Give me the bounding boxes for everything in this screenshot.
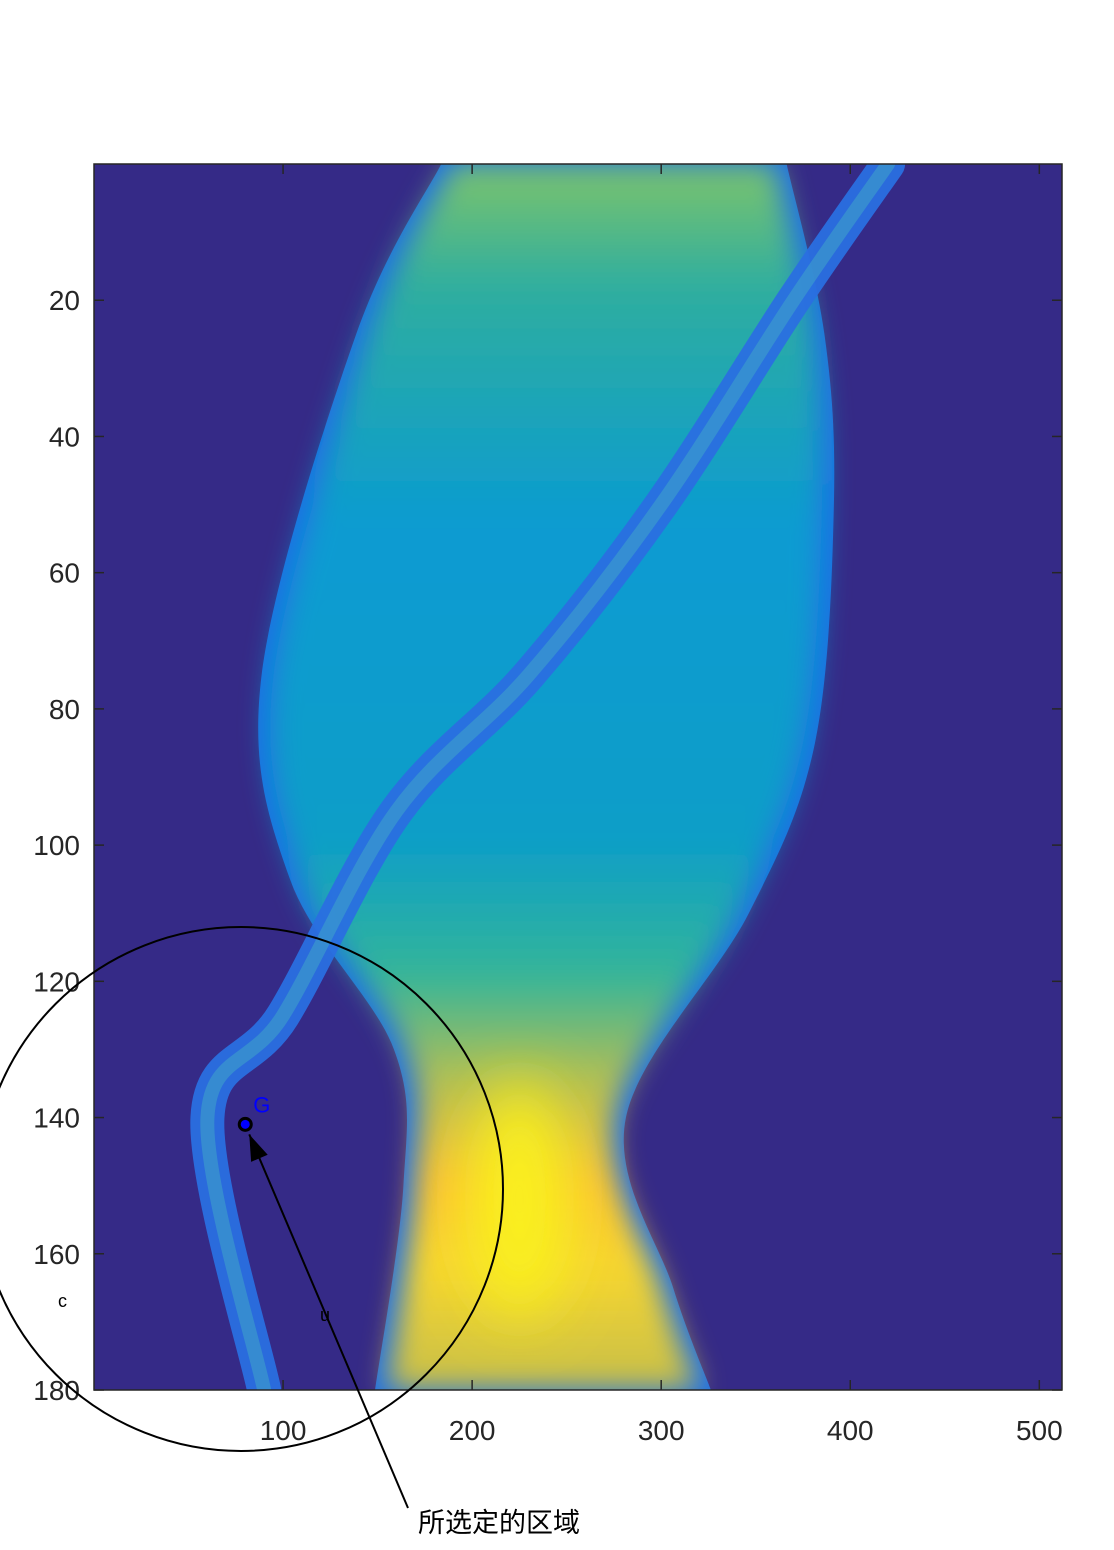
- diagonal-stripe-core: [200, 164, 896, 1390]
- band-peak: [464, 1079, 575, 1320]
- x-tick-label: 300: [638, 1415, 685, 1446]
- x-tick-label: 400: [827, 1415, 874, 1446]
- y-tick-label: 20: [49, 285, 80, 316]
- arrow-mid-label: u: [320, 1305, 330, 1325]
- point-marker: [237, 1116, 253, 1132]
- callout-arrow: [248, 1133, 409, 1509]
- y-tick-label: 80: [49, 694, 80, 725]
- y-tick-label: 140: [33, 1103, 80, 1134]
- point-label: G: [253, 1092, 270, 1117]
- y-tick-label: 40: [49, 421, 80, 452]
- x-tick-label: 200: [449, 1415, 496, 1446]
- y-tick-label: 120: [33, 966, 80, 997]
- circle-label: c: [58, 1291, 67, 1311]
- x-tick-label: 100: [260, 1415, 307, 1446]
- x-tick-label: 500: [1016, 1415, 1063, 1446]
- y-tick-label: 160: [33, 1239, 80, 1270]
- callout-arrow-head: [249, 1134, 268, 1162]
- y-tick-label: 60: [49, 558, 80, 589]
- x-axis: 100 200 300 400 500: [260, 164, 1063, 1446]
- selection-circle: [0, 926, 504, 1452]
- heatmap-image: [94, 164, 1062, 1390]
- y-tick-label: 100: [33, 830, 80, 861]
- axes-box: [93, 163, 1063, 1391]
- callout-text: 所选定的区域: [418, 1508, 580, 1539]
- annotations: G c u 所选定的区域: [0, 926, 580, 1539]
